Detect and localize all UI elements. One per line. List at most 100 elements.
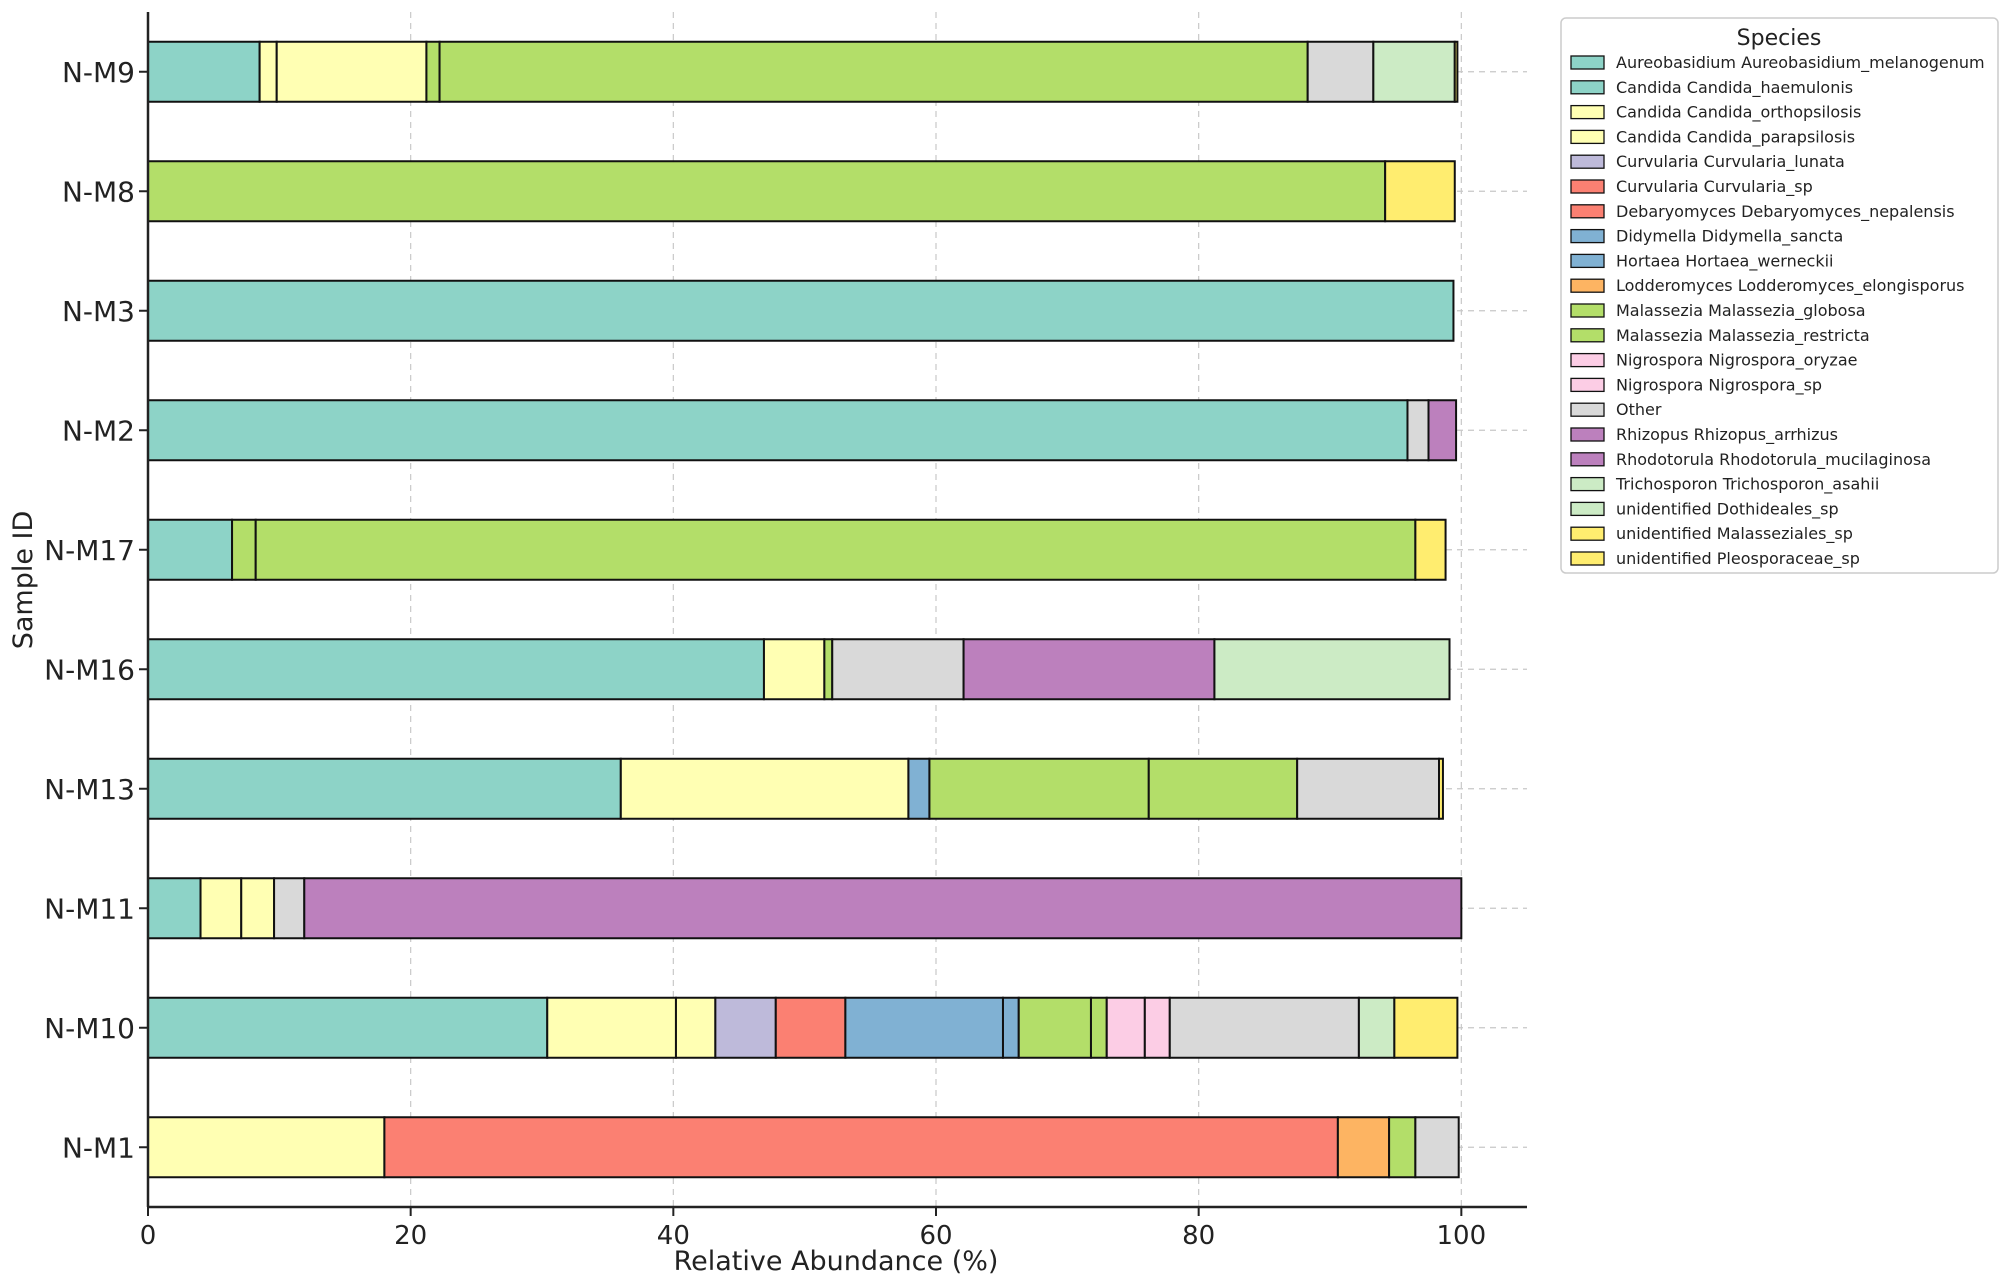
y-tick-label: N-M2 xyxy=(62,414,135,447)
legend-swatch xyxy=(1570,104,1605,120)
y-tick-label: N-M10 xyxy=(44,1012,135,1045)
legend-label: Rhodotorula Rhodotorula_mucilaginosa xyxy=(1616,450,1931,470)
bar-segment xyxy=(1336,1116,1391,1179)
legend-label: Aureobasidium Aureobasidium_melanogenum xyxy=(1616,53,1985,73)
legend-swatch xyxy=(1570,154,1605,169)
bar-segment xyxy=(907,757,931,820)
legend-label: Rhizopus Rhizopus_arrhizus xyxy=(1616,425,1838,445)
x-tick-label: 60 xyxy=(919,1221,952,1251)
x-tick-label: 40 xyxy=(657,1221,690,1251)
bar-segment xyxy=(1105,996,1146,1059)
y-tick-label: N-M13 xyxy=(44,773,135,806)
legend-label: Nigrospora Nigrospora_oryzae xyxy=(1616,351,1857,371)
bar-segment xyxy=(147,399,1409,462)
legend-swatch xyxy=(1570,328,1605,343)
y-tick-label: N-M1 xyxy=(62,1131,135,1164)
bar-segment xyxy=(1089,996,1108,1059)
bar-segment xyxy=(147,279,1455,342)
bar-segment xyxy=(147,877,202,940)
bar-segment xyxy=(1384,160,1456,223)
legend-swatch xyxy=(1570,253,1605,269)
legend-label: Didymella Didymella_sancta xyxy=(1616,227,1843,247)
bar-segment xyxy=(438,40,1309,103)
bar-segment xyxy=(147,160,1387,223)
bar-segment xyxy=(147,996,549,1059)
bar-segment xyxy=(1438,757,1444,820)
bar-segment xyxy=(762,638,826,701)
bar-segment xyxy=(844,996,1004,1059)
legend-swatch xyxy=(1570,526,1605,541)
bar-segment xyxy=(1143,996,1171,1059)
legend-swatch xyxy=(1570,204,1605,219)
bar-segment xyxy=(147,1116,386,1179)
bar-segment xyxy=(1453,40,1459,103)
bar-segment xyxy=(1017,996,1092,1059)
legend-frame xyxy=(1560,17,1999,574)
x-tick-label: 80 xyxy=(1182,1221,1215,1251)
legend-swatch xyxy=(1570,129,1605,145)
bar-segment xyxy=(273,877,306,940)
bar-segment xyxy=(1357,996,1396,1059)
legend-swatch xyxy=(1570,80,1605,95)
legend-label: Hortaea Hortaea_werneckii xyxy=(1616,251,1834,271)
bar-segment xyxy=(254,518,1417,581)
y-tick-label: N-M16 xyxy=(44,653,135,686)
bar-segment xyxy=(1296,757,1441,820)
bar-segment xyxy=(1406,399,1430,462)
legend-swatch xyxy=(1570,402,1605,417)
legend-swatch xyxy=(1570,377,1605,393)
legend-title: Species xyxy=(1737,26,1822,51)
legend-swatch xyxy=(1570,55,1605,70)
bar-segment xyxy=(1001,996,1020,1059)
x-ticks: 0 20 40 60 80 100 xyxy=(140,1207,1486,1251)
y-ticks: N-M9 N-M8 N-M3 N-M2 N-M17 N-M16 N-M13 N-M11 N-M1… xyxy=(44,56,148,1164)
bar-segment xyxy=(240,877,276,940)
bar-segment xyxy=(1414,1116,1460,1179)
bar-segment xyxy=(1168,996,1360,1059)
bar-segment xyxy=(962,638,1216,701)
legend-label: Nigrospora Nigrospora_sp xyxy=(1616,375,1822,395)
legend-swatch xyxy=(1570,501,1605,517)
bar-segment xyxy=(774,996,847,1059)
bar-segment xyxy=(823,638,834,701)
y-tick-label: N-M11 xyxy=(44,892,135,925)
bar-segment xyxy=(831,638,965,701)
y-axis-label: Sample ID xyxy=(8,511,39,650)
bar-segment xyxy=(425,40,441,103)
bar-segment xyxy=(147,40,261,103)
bar-segment xyxy=(231,518,257,581)
x-axis-label: Relative Abundance (%) xyxy=(674,1246,999,1277)
bar-segment xyxy=(1388,1116,1417,1179)
legend-label: Debaryomyces Debaryomyces_nepalensis xyxy=(1616,202,1955,222)
legend-label: Trichosporon Trichosporon_asahii xyxy=(1615,475,1879,495)
legend-swatch xyxy=(1570,179,1605,194)
x-tick-label: 0 xyxy=(140,1221,157,1251)
legend-items: Aureobasidium Aureobasidium_melanogenum C… xyxy=(1570,53,1985,569)
legend-label: Candida Candida_orthopsilosis xyxy=(1616,103,1861,123)
bar-segment xyxy=(275,40,428,103)
axes xyxy=(146,12,1527,1209)
bars xyxy=(147,40,1463,1179)
bar-segment xyxy=(383,1116,1339,1179)
bar-segment xyxy=(928,757,1150,820)
bar-segment xyxy=(619,757,910,820)
bar-segment xyxy=(258,40,278,103)
bar-segment xyxy=(147,638,765,701)
bar-segment xyxy=(1147,757,1299,820)
y-tick-label: N-M17 xyxy=(44,534,135,567)
bar-segment xyxy=(674,996,717,1059)
legend-label: Curvularia Curvularia_lunata xyxy=(1616,152,1845,172)
x-tick-label: 20 xyxy=(394,1221,427,1251)
legend-swatch xyxy=(1570,452,1605,467)
legend-swatch xyxy=(1570,352,1605,368)
legend-label: Malassezia Malassezia_restricta xyxy=(1616,326,1870,346)
bar-segment xyxy=(303,877,1463,940)
bar-segment xyxy=(1213,638,1451,701)
bar-segment xyxy=(199,877,243,940)
legend-label: Candida Candida_haemulonis xyxy=(1616,78,1853,98)
legend-label: unidentified Dothideales_sp xyxy=(1616,499,1839,519)
legend-swatch xyxy=(1570,427,1605,442)
legend-label: Curvularia Curvularia_sp xyxy=(1616,177,1813,197)
legend: Species Aureobasidium Aureobasidium_mela… xyxy=(1560,17,1999,574)
